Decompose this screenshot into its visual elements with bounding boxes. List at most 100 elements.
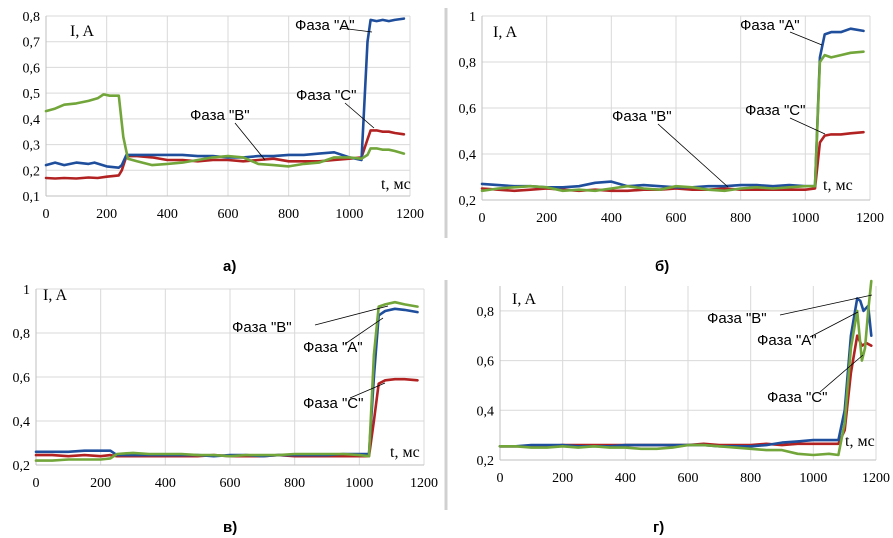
annotation-leader [819, 354, 864, 393]
x-tick-label: 1200 [396, 207, 424, 222]
x-tick-label: 600 [666, 211, 687, 226]
annotation-phase-b: Фаза "В" [190, 107, 250, 124]
x-tick-label: 600 [678, 471, 699, 486]
y-axis-label: I, A [493, 24, 517, 41]
annotation-leader [314, 305, 389, 326]
y-tick-label: 0,8 [477, 305, 495, 320]
y-tick-label: 0,6 [13, 371, 31, 386]
x-tick-label: 200 [90, 476, 111, 491]
y-tick-label: 0,2 [23, 164, 41, 179]
y-tick-label: 0,6 [459, 102, 477, 117]
series-line-phase-b [34, 300, 419, 462]
chart-panel-d: 0 200 400 600 800 1000 1200 0,2 0,4 0,6 0,8 I, A t… [477, 279, 891, 536]
annotation-leader [789, 31, 823, 46]
y-tick-label: 1 [23, 283, 30, 298]
x-tick-label: 1200 [410, 476, 438, 491]
annotation-phase-c: Фаза "С" [303, 395, 363, 412]
y-tick-label: 0,5 [23, 87, 41, 102]
x-tick-label: 0 [497, 471, 504, 486]
annotation-leader [779, 294, 873, 316]
y-axis-label: I, A [70, 23, 94, 40]
y-tick-label: 0,2 [477, 454, 495, 469]
x-axis-label: t, мс [381, 176, 411, 193]
gridlines [45, 15, 411, 197]
chart-panel-a: 0 200 400 600 800 1000 1200 0,1 0,2 0,3 0,4 0,5 0,6 0… [23, 10, 425, 275]
annotations: Фаза "В" Фаза "А" Фаза "С" [232, 305, 389, 412]
panel-caption: а) [223, 258, 236, 275]
x-axis-label: t, мс [845, 433, 875, 450]
annotation-leader [344, 317, 384, 345]
annotation-leader [339, 27, 373, 33]
series-lines [498, 279, 873, 457]
tick-labels: 0 200 400 600 800 1000 1200 0,2 0,4 0,6 0,8 [477, 305, 891, 486]
x-tick-label: 200 [536, 211, 557, 226]
panel-caption: б) [655, 258, 669, 275]
series-line-phase-c [480, 130, 865, 193]
gridlines [35, 288, 425, 466]
series-lines [34, 300, 419, 462]
x-tick-label: 800 [740, 471, 761, 486]
series-lines [480, 27, 865, 193]
y-tick-label: 0,4 [477, 404, 495, 419]
annotation-phase-b: Фаза "В" [232, 319, 292, 336]
series-line-phase-b [44, 93, 406, 168]
series-line-phase-b [498, 279, 873, 457]
x-tick-label: 600 [218, 207, 239, 222]
x-tick-label: 400 [155, 476, 176, 491]
x-tick-label: 1000 [791, 211, 819, 226]
annotation-phase-c: Фаза "С" [745, 102, 805, 119]
y-tick-label: 0,1 [23, 190, 41, 205]
annotation-phase-a: Фаза "А" [757, 332, 817, 349]
gridlines [481, 15, 871, 201]
annotations: Фаза "А" Фаза "С" Фаза "В" [190, 17, 375, 161]
annotation-leader [809, 311, 859, 338]
annotation-phase-a: Фаза "А" [740, 17, 800, 34]
x-tick-label: 800 [284, 476, 305, 491]
y-axis-label: I, A [512, 291, 536, 308]
x-axis-label: t, мс [823, 177, 853, 194]
x-tick-label: 0 [479, 211, 486, 226]
series-line-phase-b [480, 50, 865, 193]
x-tick-label: 1000 [335, 207, 363, 222]
y-tick-label: 0,8 [13, 327, 31, 342]
y-tick-label: 0,2 [13, 459, 31, 474]
annotation-phase-a: Фаза "А" [295, 17, 355, 34]
x-tick-label: 800 [730, 211, 751, 226]
x-tick-label: 1000 [345, 476, 373, 491]
y-tick-label: 0,4 [23, 113, 41, 128]
annotation-phase-c: Фаза "С" [767, 389, 827, 406]
y-tick-label: 0,8 [459, 56, 477, 71]
annotations: Фаза "А" Фаза "С" Фаза "В" [612, 17, 826, 188]
series-line-phase-a [498, 297, 873, 448]
y-tick-label: 0,6 [477, 355, 495, 370]
x-tick-label: 400 [615, 471, 636, 486]
series-line-phase-c [44, 129, 406, 180]
x-tick-label: 800 [278, 207, 299, 222]
x-tick-label: 400 [157, 207, 178, 222]
x-tick-label: 1000 [799, 471, 827, 486]
tick-labels: 0 200 400 600 800 1000 1200 0,2 0,4 0,6 0,8 1 [13, 283, 439, 491]
x-tick-label: 200 [552, 471, 573, 486]
series-line-phase-a [34, 307, 419, 458]
x-tick-label: 1200 [856, 211, 884, 226]
annotation-phase-a: Фаза "А" [303, 339, 363, 356]
annotation-leader [344, 102, 375, 129]
x-tick-label: 0 [33, 476, 40, 491]
tick-labels: 0 200 400 600 800 1000 1200 0,2 0,4 0,6 0,8 1 [459, 10, 885, 226]
annotation-phase-b: Фаза "В" [612, 108, 672, 125]
annotations: Фаза "В" Фаза "А" Фаза "С" [707, 294, 873, 406]
x-tick-label: 200 [96, 207, 117, 222]
gridlines [499, 286, 877, 461]
y-tick-label: 0,4 [459, 148, 477, 163]
x-axis-label: t, мс [390, 444, 420, 461]
series-lines [44, 17, 406, 180]
y-tick-label: 0,3 [23, 139, 41, 154]
panel-caption: г) [653, 519, 664, 536]
y-tick-label: 0,6 [23, 61, 41, 76]
x-tick-label: 0 [43, 207, 50, 222]
y-axis-label: I, A [43, 287, 67, 304]
y-tick-label: 0,4 [13, 415, 31, 430]
y-tick-label: 0,8 [23, 10, 41, 25]
